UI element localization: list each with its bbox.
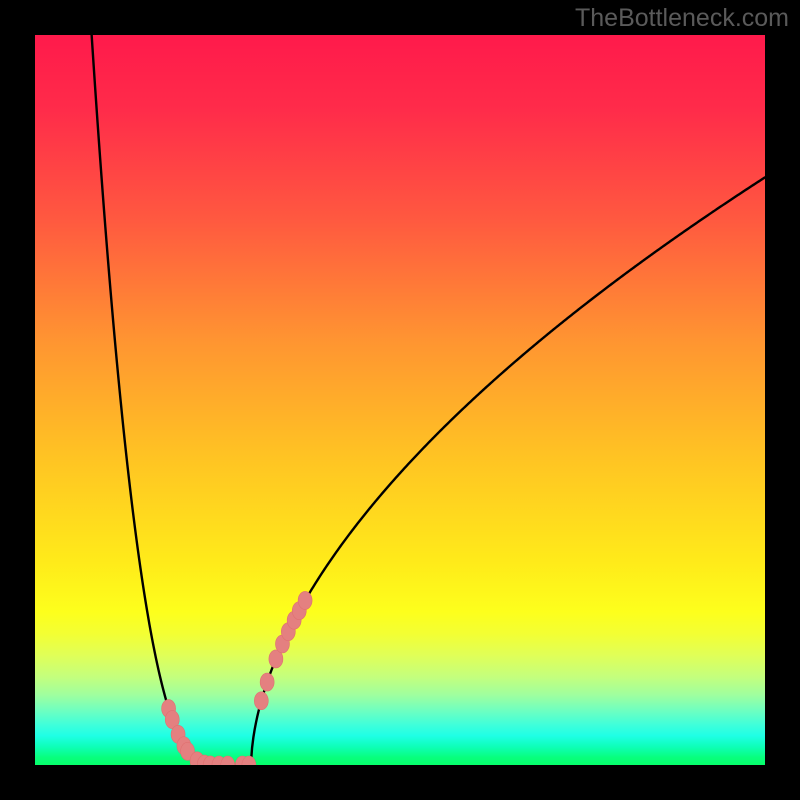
watermark-text: TheBottleneck.com	[575, 4, 789, 33]
figure-root: TheBottleneck.com	[0, 0, 800, 800]
curve-layer	[35, 35, 765, 765]
marker-point	[254, 692, 268, 710]
scatter-markers	[162, 591, 313, 765]
bottleneck-curve	[90, 35, 765, 765]
marker-point	[298, 591, 312, 609]
marker-point	[260, 673, 274, 691]
plot-area	[35, 35, 765, 765]
